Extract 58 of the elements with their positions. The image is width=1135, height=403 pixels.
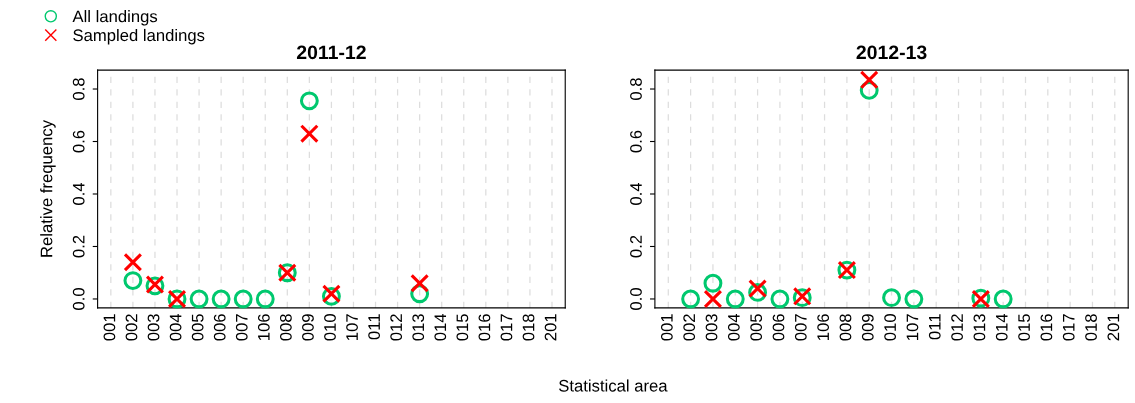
x-tick-label: 008: [839, 314, 852, 341]
x-tick-label: 001: [103, 314, 116, 341]
x-tick-label: 007: [794, 314, 807, 341]
x-axis-title: Statistical area: [559, 379, 668, 392]
x-tick-label: 013: [973, 314, 986, 341]
x-tick-label: 011: [928, 314, 941, 340]
x-tick-label: 016: [1040, 314, 1053, 341]
y-tick-label: 0.8: [630, 78, 642, 100]
y-tick-label: 0.6: [72, 130, 85, 153]
x-tick-label: 107: [346, 314, 358, 340]
y-tick-label: 0.6: [630, 130, 642, 153]
y-axis-title: Relative frequency: [40, 120, 56, 257]
x-tick-label: 009: [302, 314, 314, 341]
x-tick-label: 006: [213, 314, 226, 341]
x-tick-label: 107: [906, 314, 919, 340]
x-tick-label: 008: [279, 314, 292, 341]
x-tick-label: 002: [683, 314, 696, 341]
x-tick-label: 106: [257, 314, 270, 340]
x-tick-label: 003: [147, 314, 160, 341]
y-tick-label: 0.0: [630, 288, 642, 310]
x-tick-label: 016: [478, 314, 491, 341]
x-tick-label: 006: [772, 314, 785, 341]
legend-label: All landings: [72, 10, 158, 26]
x-tick-label: 106: [817, 314, 830, 340]
x-tick-label: 017: [500, 314, 513, 341]
x-tick-label: 012: [951, 314, 963, 341]
x-tick-label: 018: [522, 314, 535, 341]
x-tick-label: 012: [390, 314, 403, 341]
x-tick-label: 014: [995, 313, 1008, 341]
y-tick-label: 0.8: [72, 78, 85, 100]
x-tick-label: 201: [1107, 314, 1120, 341]
chart-title: 2011-12: [296, 45, 366, 60]
x-tick-label: 009: [861, 314, 874, 341]
x-tick-label: 201: [544, 314, 557, 341]
y-tick-label: 0.0: [72, 288, 85, 310]
x-tick-label: 017: [1062, 314, 1075, 341]
x-tick-label: 003: [705, 314, 718, 341]
x-tick-label: 011: [368, 314, 381, 340]
x-tick-label: 013: [412, 314, 425, 341]
y-tick-label: 0.2: [72, 235, 85, 258]
x-tick-label: 018: [1085, 314, 1097, 341]
legend-label: Sampled landings: [73, 28, 205, 45]
x-tick-label: 005: [191, 314, 204, 341]
y-tick-label: 0.4: [630, 182, 642, 205]
x-tick-label: 010: [884, 314, 897, 341]
x-tick-label: 014: [434, 313, 447, 341]
x-tick-label: 001: [660, 314, 673, 341]
y-tick-label: 0.4: [72, 182, 85, 205]
x-tick-label: 004: [169, 313, 182, 341]
x-tick-label: 015: [456, 314, 469, 341]
x-tick-label: 002: [125, 314, 138, 341]
x-tick-label: 010: [324, 314, 336, 341]
y-tick-label: 0.2: [630, 235, 642, 258]
x-tick-label: 005: [750, 314, 763, 341]
x-tick-label: 007: [235, 314, 248, 341]
chart-title: 2012-13: [856, 45, 927, 60]
x-tick-label: 015: [1018, 314, 1030, 341]
x-tick-label: 004: [727, 313, 740, 341]
